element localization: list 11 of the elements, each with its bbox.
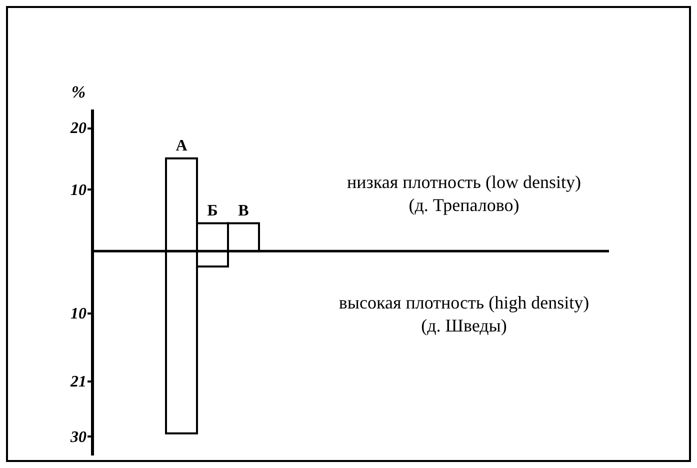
y-tick-label: 10	[70, 182, 86, 199]
x-tick-label: А	[176, 137, 188, 154]
y-tick-label: 30	[70, 428, 86, 446]
x-tick-label: Б	[207, 202, 218, 220]
y-tick-label: 10	[70, 305, 86, 322]
text: низкая плотность (low density) (д. Трепалово)	[347, 172, 581, 216]
x-tick-label: В	[238, 202, 250, 220]
y-tick-label: 20	[70, 120, 86, 138]
text: высокая плотность (high density) (д. Шведы)	[338, 292, 590, 336]
y-tick-label: 21	[70, 373, 86, 390]
y-axis-title: %	[71, 82, 86, 102]
